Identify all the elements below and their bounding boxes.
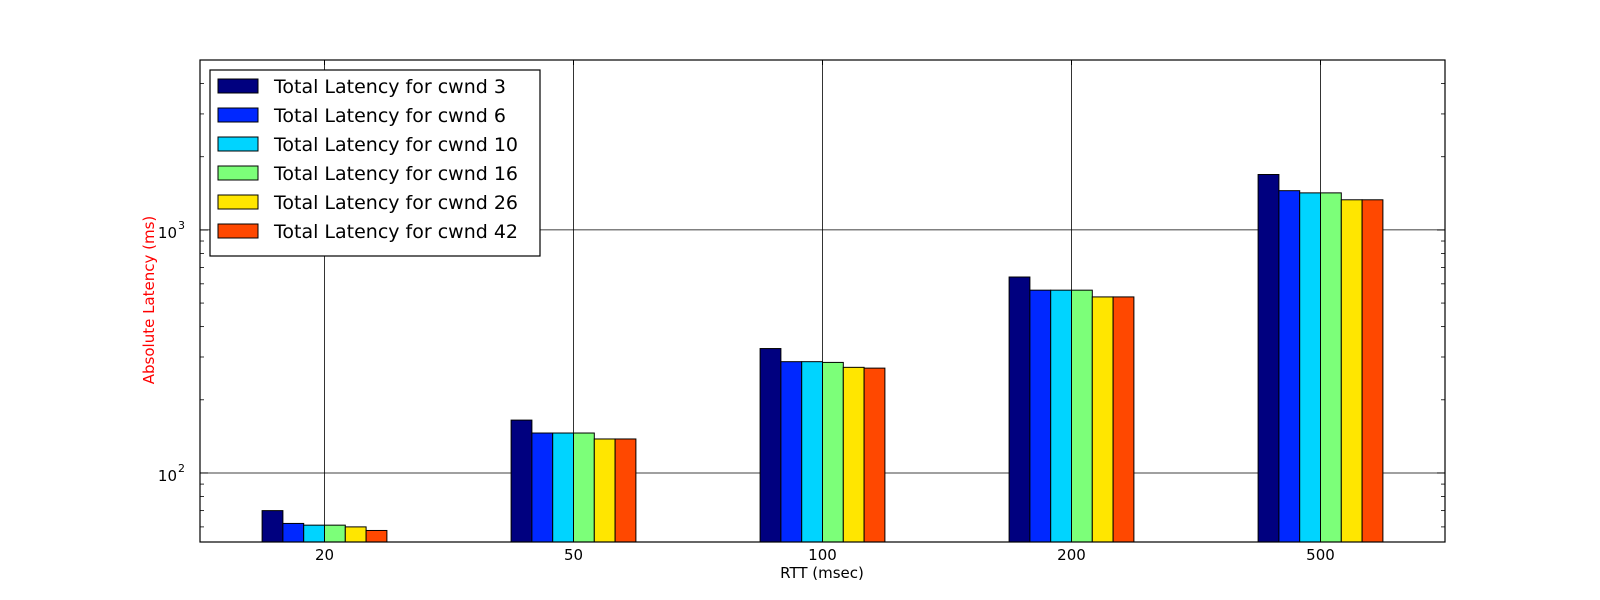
- bar: [842, 366, 865, 543]
- bar: [593, 438, 616, 543]
- bar: [1340, 199, 1363, 543]
- bar: [365, 529, 388, 543]
- bar: [1257, 174, 1280, 543]
- bar: [1008, 276, 1031, 543]
- legend-box: [209, 69, 541, 257]
- bar: [1361, 199, 1384, 543]
- bar: [303, 524, 326, 543]
- x-tick-labels: 20 50 100 200 500: [315, 546, 1335, 564]
- x-tick-label: 100: [808, 546, 837, 564]
- bar: [531, 432, 554, 543]
- y-tick-exponent: 3: [178, 219, 185, 232]
- y-tick-base: 10: [158, 467, 177, 485]
- legend-label: Total Latency for cwnd 10: [273, 134, 518, 156]
- bar: [759, 348, 782, 543]
- y-tick-exponent: 2: [178, 462, 185, 475]
- bar: [1320, 192, 1342, 543]
- y-axis-label: Absolute Latency (ms): [140, 216, 158, 385]
- legend-swatch: [217, 107, 259, 123]
- bar: [1050, 289, 1072, 543]
- legend-swatch: [217, 165, 259, 181]
- x-tick-label: 20: [315, 546, 334, 564]
- legend-label: Total Latency for cwnd 6: [273, 105, 506, 127]
- x-tick-label: 200: [1057, 546, 1086, 564]
- plot-frame: [199, 59, 1446, 543]
- x-tick-label: 50: [564, 546, 583, 564]
- bar: [573, 432, 595, 543]
- legend-swatch: [217, 223, 259, 239]
- legend-label: Total Latency for cwnd 26: [273, 192, 518, 214]
- y-tick-base: 10: [158, 224, 177, 242]
- bar: [863, 367, 886, 543]
- bar: [780, 361, 803, 543]
- y-tick-label: 10 2: [158, 462, 185, 485]
- bar: [1091, 296, 1114, 543]
- bar: [552, 432, 575, 543]
- legend-label: Total Latency for cwnd 3: [273, 76, 506, 98]
- legend: Total Latency for cwnd 3 Total Latency fo…: [209, 69, 541, 257]
- bar: [282, 522, 305, 543]
- bar: [1299, 192, 1321, 543]
- bar: [261, 510, 284, 543]
- y-tick-label: 10 3: [158, 219, 185, 242]
- legend-swatch: [217, 78, 259, 94]
- legend-swatch: [217, 194, 259, 210]
- legend-label: Total Latency for cwnd 42: [273, 221, 518, 243]
- bar: [344, 526, 367, 543]
- bar: [614, 438, 637, 543]
- legend-label: Total Latency for cwnd 16: [273, 163, 518, 185]
- x-tick-label: 500: [1306, 546, 1335, 564]
- x-axis-label: RTT (msec): [780, 564, 864, 582]
- axis-ticks: [200, 60, 1445, 542]
- bar: [1112, 296, 1135, 543]
- bar: [1278, 190, 1301, 543]
- bar: [1029, 289, 1052, 543]
- bar: [324, 524, 346, 543]
- bar: [510, 419, 533, 543]
- bar: [1071, 289, 1093, 543]
- bar: [801, 361, 824, 543]
- bar: [822, 361, 844, 543]
- legend-swatch: [217, 136, 259, 152]
